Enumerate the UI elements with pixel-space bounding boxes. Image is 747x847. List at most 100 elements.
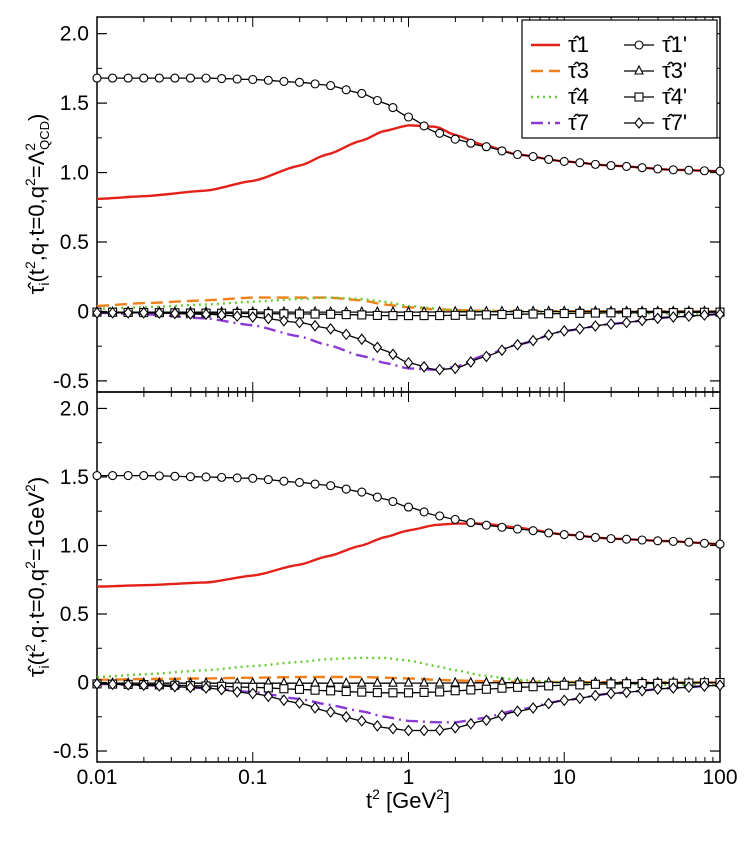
top-point-τ̂1': [279, 76, 289, 86]
top-series-τ̂4: [96, 296, 720, 316]
top-point-τ̂4': [621, 308, 632, 318]
top-point-τ̂1': [466, 138, 476, 148]
bottom-point-τ̂7': [232, 685, 242, 698]
top-ytick-label: -0.5: [53, 370, 89, 393]
bottom-point-τ̂7': [216, 683, 227, 696]
top-point-τ̂7': [232, 310, 242, 323]
top-point-τ̂4': [497, 309, 507, 320]
bottom-point-τ̂3': [372, 676, 383, 687]
top-point-τ̂4': [481, 310, 491, 320]
bottom-point-τ̂7': [559, 694, 569, 707]
bottom-point-τ̂7': [621, 686, 632, 699]
top-point-τ̂1': [310, 79, 320, 89]
bottom-point-τ̂7': [310, 701, 320, 714]
top-point-τ̂7': [248, 311, 258, 323]
bottom-point-τ̂3': [310, 676, 320, 687]
top-ytick-label: 1.5: [60, 92, 89, 115]
bottom-point-τ̂1': [450, 514, 460, 524]
top-point-τ̂7': [294, 316, 305, 329]
top-point-τ̂1': [575, 158, 585, 168]
top-point-τ̂1': [512, 149, 523, 160]
svg-text:τ̂i(t2,q·t=0,q2=1GeV2): τ̂i(t2,q·t=0,q2=1GeV2): [22, 477, 52, 677]
bottom-point-τ̂7': [590, 689, 601, 702]
bottom-point-τ̂7': [512, 705, 523, 718]
bottom-point-τ̂4': [606, 679, 616, 689]
top-point-τ̂1': [403, 112, 414, 122]
top-point-τ̂7': [450, 362, 460, 375]
top-point-τ̂7': [372, 341, 383, 354]
bottom-ytick-label: -0.5: [53, 740, 89, 763]
top-point-τ̂7': [419, 361, 429, 373]
xtick-label: 1: [403, 766, 415, 789]
bottom-point-τ̂7': [668, 682, 678, 694]
top-point-τ̂1': [559, 156, 569, 166]
bottom-point-τ̂1': [621, 534, 632, 544]
bottom-series-τ̂1: [96, 522, 721, 588]
top-point-τ̂1': [201, 73, 211, 83]
bottom-ytick-label: 2.0: [60, 397, 89, 420]
top-point-τ̂1': [217, 73, 227, 84]
bottom-point-τ̂3': [450, 676, 461, 687]
top-point-τ̂1': [435, 128, 445, 138]
bottom-point-τ̂7': [606, 687, 616, 700]
top-point-τ̂7': [216, 309, 227, 321]
bottom-y-axis-title: τ̂i(t2,q·t=0,q2=1GeV2): [22, 477, 52, 677]
bottom-point-τ̂4': [559, 680, 569, 690]
legend-label: τ̂7: [568, 110, 589, 135]
bottom-point-τ̂1': [684, 537, 694, 547]
bottom-point-τ̂7': [388, 722, 398, 735]
legend-label: τ̂3': [662, 58, 687, 83]
top-point-τ̂7': [637, 314, 647, 327]
top-point-τ̂1': [715, 166, 725, 176]
top-point-τ̂7': [668, 311, 678, 323]
bottom-point-τ̂7': [434, 724, 445, 736]
top-point-τ̂1': [154, 73, 164, 83]
top-point-τ̂7': [575, 322, 585, 335]
bottom-point-τ̂3': [419, 676, 429, 687]
top-point-τ̂1': [637, 163, 647, 173]
bottom-point-τ̂4': [372, 688, 382, 698]
bottom-point-τ̂4': [357, 687, 367, 697]
bottom-point-τ̂1': [139, 471, 149, 481]
top-point-τ̂7': [606, 318, 616, 330]
top-point-τ̂1': [108, 73, 118, 83]
top-point-τ̂7': [481, 350, 492, 363]
top-point-τ̂1': [123, 73, 133, 83]
top-point-τ̂1': [528, 152, 538, 162]
labels-layer: -0.5 0 0.5 1.0 1.5 2.0 -0.5 0 0.5 1.0 1.5 2.0 0.01 0.…: [53, 23, 738, 789]
top-point-τ̂7': [201, 308, 211, 321]
top-point-τ̂1': [497, 146, 507, 156]
bottom-point-τ̂1': [170, 471, 180, 481]
top-y-axis-title: τ̂i(t2,q·t=0,q2=Λ2QCD): [22, 114, 52, 295]
top-point-τ̂4': [388, 311, 398, 321]
bottom-point-τ̂1': [575, 531, 585, 541]
legend-label: τ̂3: [568, 58, 589, 83]
bottom-point-τ̂1': [123, 471, 133, 481]
top-point-τ̂7': [466, 356, 476, 368]
bottom-point-τ̂4': [279, 684, 289, 694]
bottom-point-τ̂1': [185, 472, 195, 482]
top-point-τ̂4': [435, 311, 445, 321]
top-point-τ̂1': [450, 134, 460, 144]
top-point-τ̂7': [139, 306, 149, 319]
legend-label: τ̂1: [568, 32, 589, 57]
legend-label: τ̂4': [662, 84, 687, 109]
bottom-point-τ̂1': [544, 528, 554, 538]
top-point-τ̂1': [684, 165, 694, 175]
top-point-τ̂1': [263, 75, 273, 85]
top-point-τ̂4': [590, 308, 600, 318]
bottom-point-τ̂7': [279, 694, 289, 707]
bottom-point-τ̂1': [154, 471, 164, 481]
top-point-τ̂7': [512, 338, 523, 351]
top-point-τ̂7': [107, 306, 118, 319]
top-point-τ̂4': [341, 310, 351, 320]
top-point-τ̂7': [388, 348, 398, 361]
bottom-point-τ̂7': [684, 681, 694, 694]
top-point-τ̂4': [419, 311, 429, 321]
top-ytick-label: 0.5: [60, 231, 89, 254]
bottom-point-τ̂7': [248, 687, 258, 700]
bottom-point-τ̂7': [170, 680, 180, 693]
top-point-τ̂1': [590, 159, 600, 169]
bottom-point-τ̂1': [637, 535, 647, 545]
bottom-point-τ̂7': [372, 720, 383, 732]
